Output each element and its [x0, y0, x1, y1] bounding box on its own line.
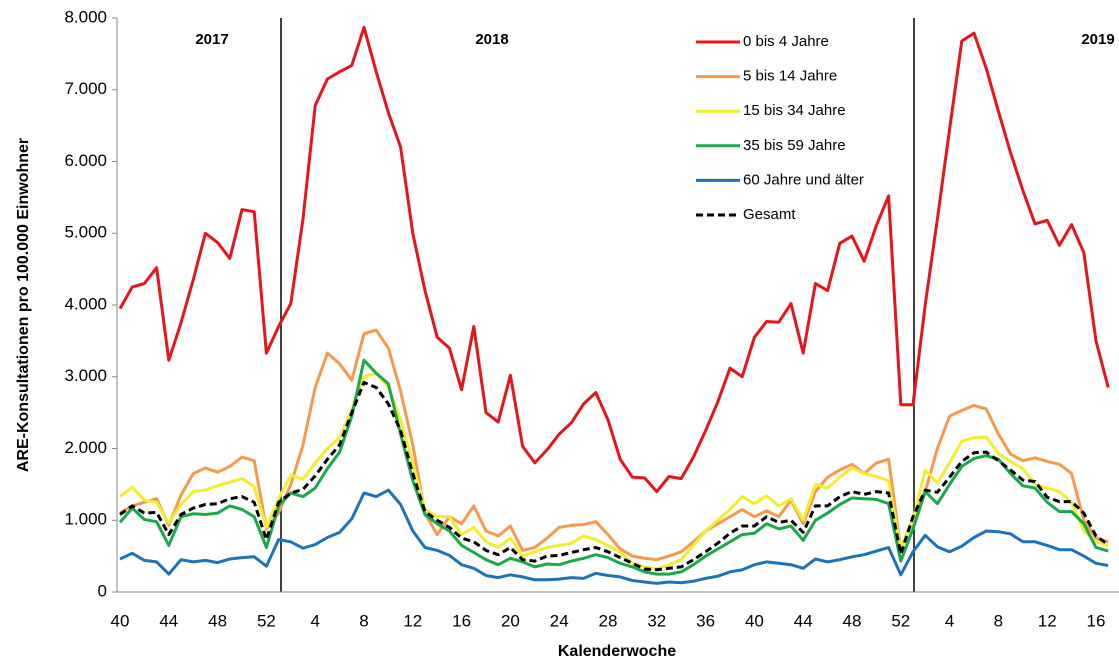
x-tick-label: 44 [159, 611, 178, 630]
x-tick-label: 40 [111, 611, 130, 630]
y-axis-title: ARE-Konsultationen pro 100.000 Einwohner [15, 138, 32, 472]
x-tick-label: 28 [599, 611, 618, 630]
legend-label: 5 bis 14 Jahre [743, 68, 837, 85]
y-tick-label: 6.000 [64, 151, 107, 170]
y-tick-label: 3.000 [64, 366, 107, 385]
series-line [118, 25, 1110, 494]
x-tick-label: 32 [647, 611, 666, 630]
legend-label: 0 bis 4 Jahre [743, 33, 829, 50]
y-tick-label: 0 [98, 581, 107, 600]
series-line [119, 381, 1110, 572]
y-tick-label: 8.000 [64, 7, 107, 26]
x-tick-label: 4 [945, 611, 954, 630]
series-line [119, 488, 1109, 585]
series-line [119, 371, 1109, 571]
x-tick-label: 24 [550, 611, 569, 630]
y-tick-label: 4.000 [64, 294, 107, 313]
legend-label: 15 bis 34 Jahre [743, 102, 846, 119]
x-axis-title: Kalenderwoche [558, 643, 676, 660]
x-tick-label: 12 [403, 611, 422, 630]
y-tick-label: 5.000 [64, 223, 107, 242]
x-tick-label: 48 [208, 611, 227, 630]
year-label: 2018 [475, 31, 508, 48]
x-tick-label: 52 [257, 611, 276, 630]
x-tick-label: 16 [452, 611, 471, 630]
year-label: 2019 [1081, 31, 1114, 48]
x-tick-label: 20 [501, 611, 520, 630]
x-tick-label: 12 [1038, 611, 1057, 630]
x-tick-label: 36 [696, 611, 715, 630]
x-tick-label: 4 [310, 611, 319, 630]
y-tick-label: 1.000 [64, 510, 107, 529]
legend-label: 60 Jahre und älter [743, 171, 864, 188]
y-tick-label: 7.000 [64, 79, 107, 98]
year-label: 2017 [195, 31, 228, 48]
x-tick-label: 8 [359, 611, 368, 630]
x-tick-label: 40 [745, 611, 764, 630]
x-tick-label: 48 [843, 611, 862, 630]
legend-label: Gesamt [743, 206, 796, 223]
series-line [118, 358, 1109, 576]
x-tick-label: 52 [891, 611, 910, 630]
y-tick-label: 2.000 [64, 438, 107, 457]
legend-label: 35 bis 59 Jahre [743, 137, 846, 154]
x-tick-label: 8 [994, 611, 1003, 630]
x-tick-label: 44 [794, 611, 813, 630]
x-tick-label: 16 [1087, 611, 1106, 630]
